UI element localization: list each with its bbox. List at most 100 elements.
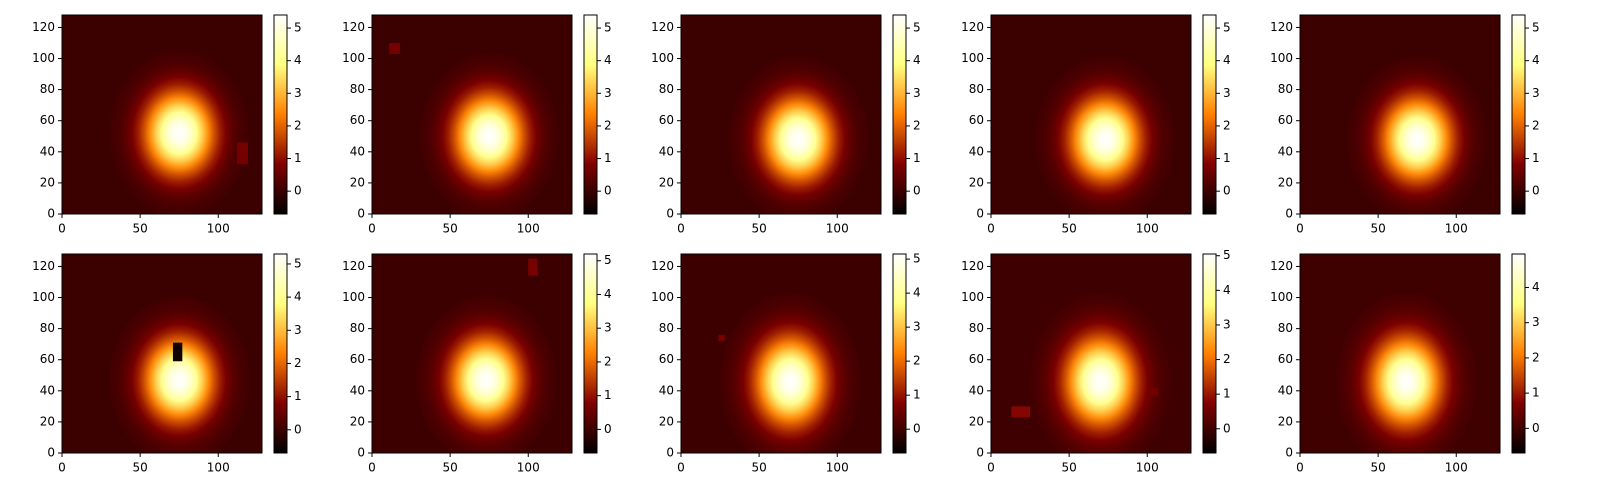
colorbar-tick-label: 5 (294, 256, 302, 270)
axes-frame (680, 14, 882, 215)
colorbar-tick-label: 4 (1532, 53, 1540, 67)
colorbar-tick-label: 2 (1223, 352, 1231, 366)
y-tick-label: 20 (350, 175, 365, 189)
colorbar-tick-label: 4 (913, 286, 921, 300)
y-tick-label: 60 (659, 113, 674, 127)
colorbar-tick-label: 1 (604, 388, 612, 402)
x-tick-label: 0 (1296, 222, 1304, 236)
colorbar-tick-label: 3 (294, 86, 302, 100)
y-tick-label: 40 (659, 144, 674, 158)
x-tick-label: 100 (207, 461, 230, 475)
colorbar-tick-label: 0 (604, 184, 612, 198)
colorbar-tick-label: 1 (913, 151, 921, 165)
colorbar-tick-label: 1 (913, 388, 921, 402)
y-tick-label: 80 (969, 321, 984, 335)
y-tick-label: 80 (350, 82, 365, 96)
colorbar-tick-label: 2 (913, 354, 921, 368)
x-tick-label: 100 (1136, 461, 1159, 475)
colorbar-tick-label: 0 (913, 422, 921, 436)
y-tick-label: 100 (1270, 290, 1293, 304)
colorbar-tick-label: 1 (604, 151, 612, 165)
panel: 0 50 100 0 20 40 60 80 100 120 0 1 2 3 4 (1270, 253, 1540, 475)
x-tick-label: 100 (207, 222, 230, 236)
colorbar-tick-label: 3 (913, 86, 921, 100)
colorbar (273, 253, 288, 454)
image (1300, 254, 1500, 453)
y-tick-label: 60 (1278, 113, 1293, 127)
y-tick-label: 120 (342, 20, 365, 34)
y-tick-label: 120 (32, 259, 55, 273)
colorbar-tick-label: 2 (1532, 118, 1540, 132)
colorbar-tick-label: 0 (913, 184, 921, 198)
y-tick-label: 100 (1270, 51, 1293, 65)
y-tick-label: 60 (350, 352, 365, 366)
blob (720, 292, 861, 453)
blob (418, 52, 560, 214)
axes-frame (61, 253, 263, 454)
y-tick-label: 40 (40, 383, 55, 397)
colorbar-tick-label: 3 (1532, 315, 1540, 329)
colorbar-tick-label: 0 (294, 184, 302, 198)
y-tick-label: 80 (659, 82, 674, 96)
x-tick-label: 0 (368, 222, 376, 236)
colorbar (583, 14, 598, 215)
patch (1148, 387, 1159, 396)
blob (1030, 292, 1171, 453)
colorbar-tick-label: 0 (294, 422, 302, 436)
y-tick-label: 120 (342, 259, 365, 273)
axes-frame (990, 14, 1192, 215)
axes-frame (1299, 253, 1501, 454)
x-tick-label: 100 (1445, 461, 1468, 475)
colorbar-tick-label: 4 (1223, 53, 1231, 67)
panel: 0 50 100 0 20 40 60 80 100 120 0 1 2 3 4 5 (651, 14, 921, 236)
colorbar-tick-label: 3 (604, 321, 612, 335)
y-tick-label: 60 (969, 113, 984, 127)
colorbar-tick-label: 0 (1223, 421, 1231, 435)
image (62, 254, 262, 453)
blob (415, 296, 557, 453)
y-tick-label: 20 (659, 175, 674, 189)
y-tick-label: 20 (1278, 175, 1293, 189)
y-tick-label: 0 (666, 207, 674, 221)
y-tick-label: 20 (969, 414, 984, 428)
y-tick-label: 20 (1278, 414, 1293, 428)
blob (1346, 55, 1488, 214)
patch (718, 334, 725, 342)
colorbar-tick-label: 1 (1532, 151, 1540, 165)
y-tick-label: 40 (350, 144, 365, 158)
colorbar-tick-label: 2 (1532, 350, 1540, 364)
colorbar-tick-label: 3 (1223, 86, 1231, 100)
panel: 0 50 100 0 20 40 60 80 100 120 0 1 2 3 4 5 (961, 248, 1231, 474)
colorbar-tick-label: 1 (1223, 151, 1231, 165)
axes-frame (680, 253, 882, 454)
colorbar-tick-label: 0 (604, 422, 612, 436)
y-tick-label: 80 (1278, 321, 1293, 335)
x-tick-label: 0 (368, 461, 376, 475)
x-tick-label: 50 (442, 222, 457, 236)
colorbar-tick-label: 2 (1223, 118, 1231, 132)
colorbar-tick-label: 1 (294, 389, 302, 403)
y-tick-label: 100 (961, 290, 984, 304)
y-tick-label: 60 (1278, 352, 1293, 366)
y-tick-label: 40 (1278, 383, 1293, 397)
y-tick-label: 20 (659, 414, 674, 428)
axes-frame (371, 253, 573, 454)
y-tick-label: 120 (651, 20, 674, 34)
image (681, 254, 881, 453)
y-tick-label: 100 (32, 51, 55, 65)
patch (389, 42, 401, 54)
y-tick-label: 0 (357, 207, 365, 221)
y-tick-label: 20 (40, 175, 55, 189)
y-tick-label: 40 (969, 383, 984, 397)
y-tick-label: 80 (1278, 82, 1293, 96)
x-tick-label: 50 (1370, 461, 1385, 475)
blob (1335, 292, 1477, 453)
y-tick-label: 100 (961, 51, 984, 65)
x-tick-label: 0 (677, 461, 685, 475)
colorbar-tick-label: 0 (1532, 421, 1540, 435)
colorbar-tick-label: 4 (1223, 283, 1231, 297)
image (372, 15, 572, 214)
colorbar-tick-label: 0 (1532, 184, 1540, 198)
colorbar-tick-label: 1 (294, 151, 302, 165)
y-tick-label: 0 (357, 446, 365, 460)
